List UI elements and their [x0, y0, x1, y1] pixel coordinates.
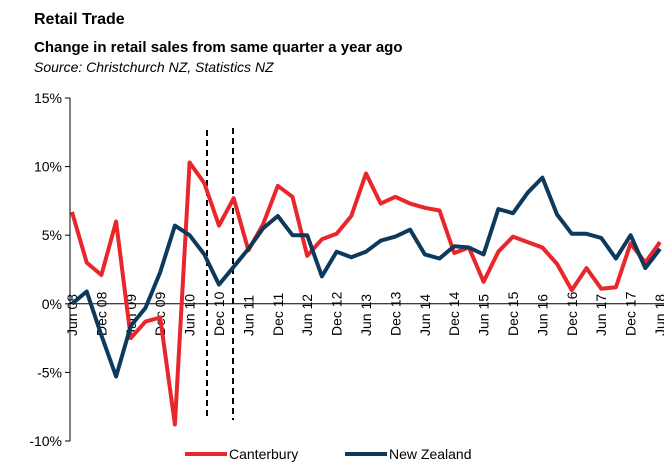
x-tick-label: Jun 08	[64, 294, 80, 336]
series-line	[70, 175, 662, 379]
legend-label: Canterbury	[229, 446, 298, 462]
x-tick-label: Jun 10	[182, 294, 198, 336]
y-tick-label: 15%	[34, 90, 62, 106]
chart-subtitle: Change in retail sales from same quarter…	[34, 39, 402, 56]
x-tick-label: Jun 15	[476, 294, 492, 336]
y-tick-label: 10%	[34, 159, 62, 175]
y-tick-label: 5%	[42, 227, 62, 243]
x-tick-label: Dec 16	[564, 291, 580, 336]
x-tick-label: Jun 13	[358, 294, 374, 336]
x-tick-label: Dec 11	[270, 292, 286, 336]
x-tick-label: Dec 10	[211, 291, 227, 336]
x-tick-label: Dec 09	[152, 291, 168, 336]
x-tick-label: Jun 12	[299, 294, 315, 336]
x-tick-label: Dec 14	[446, 291, 462, 336]
x-tick-label: Dec 12	[329, 291, 345, 336]
x-tick-label: Jun 16	[534, 294, 550, 336]
chart-title: Retail Trade	[34, 11, 125, 28]
series-line	[70, 160, 662, 427]
x-tick-label: Jun 18	[652, 294, 664, 336]
y-tick-label: -5%	[37, 364, 62, 380]
x-tick-label: Dec 13	[387, 291, 403, 336]
x-tick-label: Jun 11	[240, 295, 256, 336]
x-tick-label: Dec 17	[623, 291, 639, 336]
x-tick-label: Jun 14	[417, 294, 433, 336]
y-tick-label: -10%	[29, 433, 62, 449]
y-tick-label: 0%	[42, 296, 62, 312]
chart-source: Source: Christchurch NZ, Statistics NZ	[34, 59, 274, 75]
legend-label: New Zealand	[389, 446, 472, 462]
x-tick-label: Dec 15	[505, 291, 521, 336]
x-tick-label: Jun 17	[593, 294, 609, 336]
